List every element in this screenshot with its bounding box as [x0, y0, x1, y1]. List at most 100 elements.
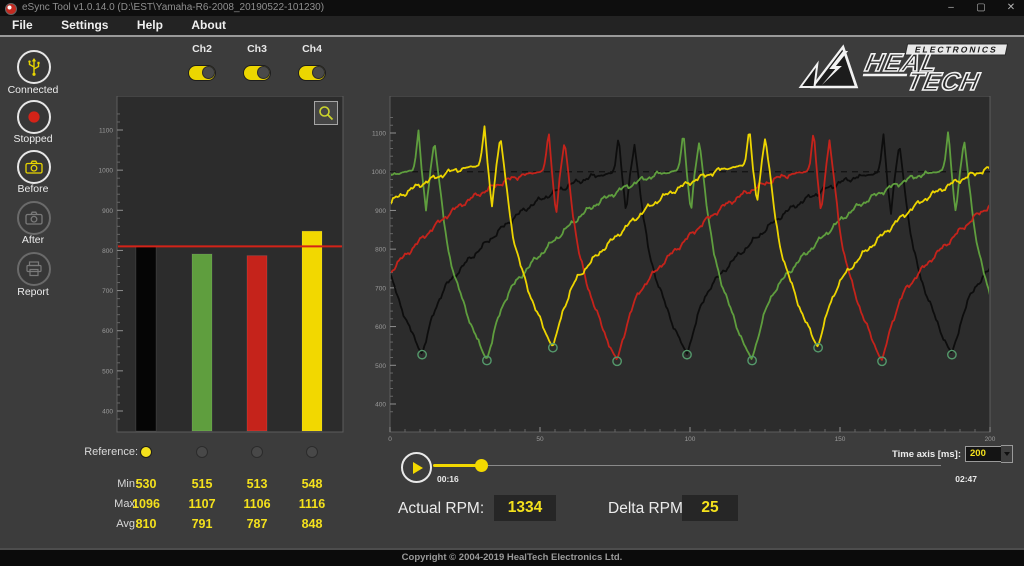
svg-text:1000: 1000: [99, 168, 114, 175]
avg-ch1: 810: [135, 517, 157, 531]
ch4-toggle[interactable]: [298, 65, 326, 81]
after-label: After: [21, 234, 45, 246]
elapsed-time: 00:16: [437, 474, 459, 484]
max-ch1: 1096: [132, 497, 160, 511]
slider-track-remaining[interactable]: [479, 465, 941, 466]
time-axis-label: Time axis [ms]:: [892, 449, 961, 460]
avg-ch4: 848: [301, 517, 323, 531]
min-ch2: 515: [191, 477, 213, 491]
waveform-chart: 400 500 600 700 800 900 1000 1100 0 50 100 150 200: [372, 96, 996, 443]
maximize-button[interactable]: ▢: [976, 2, 986, 13]
svg-text:1100: 1100: [372, 131, 386, 138]
ch2-label: Ch2: [192, 43, 212, 55]
stopped-label: Stopped: [13, 133, 53, 145]
menu-bar: File Settings Help About: [0, 16, 1024, 37]
slider-knob[interactable]: [475, 459, 488, 472]
slider-track-elapsed[interactable]: [433, 464, 479, 467]
title-bar: eSync Tool v1.0.14.0 (D:\EST\Yamaha-R6-2…: [0, 0, 1024, 16]
camera-icon: [25, 211, 43, 225]
magnifier-icon: [319, 106, 334, 121]
app-icon: [5, 3, 17, 15]
menu-file[interactable]: File: [12, 18, 33, 32]
avg-ch3: 787: [246, 517, 268, 531]
svg-text:50: 50: [536, 436, 544, 443]
chevron-down-icon: [1003, 452, 1010, 456]
time-axis-dropdown-button[interactable]: [1001, 445, 1013, 463]
svg-text:0: 0: [388, 436, 392, 443]
ch2-toggle[interactable]: [188, 65, 216, 81]
avg-row-label: Avg:: [116, 518, 138, 530]
ch3-label: Ch3: [247, 43, 267, 55]
svg-text:400: 400: [102, 409, 113, 416]
logo-heal: HEAL: [863, 49, 941, 77]
connected-label: Connected: [7, 84, 59, 96]
camera-icon: [25, 160, 43, 174]
avg-ch2: 791: [191, 517, 213, 531]
copyright-text: Copyright © 2004-2019 HealTech Electroni…: [401, 552, 623, 563]
printer-icon: [26, 261, 42, 277]
menu-settings[interactable]: Settings: [61, 18, 109, 32]
svg-text:600: 600: [102, 328, 113, 335]
svg-text:700: 700: [375, 285, 386, 292]
play-button[interactable]: [401, 452, 432, 483]
menu-help[interactable]: Help: [136, 18, 163, 32]
window-title: eSync Tool v1.0.14.0 (D:\EST\Yamaha-R6-2…: [22, 2, 325, 13]
svg-text:400: 400: [375, 402, 386, 409]
stopped-button[interactable]: [17, 100, 51, 134]
max-ch2: 1107: [188, 497, 216, 511]
svg-text:150: 150: [835, 436, 846, 443]
total-time: 02:47: [955, 474, 977, 484]
close-button[interactable]: ✕: [1006, 2, 1016, 13]
min-ch4: 548: [301, 477, 323, 491]
ch3-toggle[interactable]: [243, 65, 271, 81]
after-snapshot-button: [17, 201, 51, 235]
svg-text:500: 500: [102, 368, 113, 375]
record-icon: [28, 111, 40, 123]
reference-radio-ch3[interactable]: [251, 446, 263, 458]
min-ch3: 513: [246, 477, 268, 491]
svg-text:700: 700: [102, 288, 113, 295]
before-snapshot-button[interactable]: [17, 150, 51, 184]
svg-text:1100: 1100: [99, 128, 113, 135]
min-ch1: 530: [135, 477, 157, 491]
bar-chart: 400 500 600 700 800 900 1000 1100: [99, 96, 344, 433]
menu-about[interactable]: About: [191, 18, 227, 32]
logo-tagline: ELECTRONICS: [914, 45, 999, 55]
report-label: Report: [17, 286, 49, 298]
reference-radio-ch1[interactable]: [140, 446, 152, 458]
logo-tech: TECH: [905, 68, 983, 92]
ch4-label: Ch4: [302, 43, 322, 55]
usb-icon: [28, 58, 40, 76]
svg-text:500: 500: [375, 363, 386, 370]
reference-radio-ch4[interactable]: [306, 446, 318, 458]
connected-button[interactable]: [17, 50, 51, 84]
delta-rpm-value: 25: [682, 495, 738, 521]
reference-radio-ch2[interactable]: [196, 446, 208, 458]
toggle-knob: [202, 66, 215, 79]
svg-text:200: 200: [985, 436, 996, 443]
zoom-chart-button[interactable]: [314, 101, 338, 125]
svg-text:1000: 1000: [372, 169, 387, 176]
max-ch3: 1106: [243, 497, 271, 511]
minimize-button[interactable]: –: [948, 2, 954, 13]
play-icon: [413, 461, 423, 474]
svg-text:900: 900: [102, 208, 113, 215]
actual-rpm-value: 1334: [494, 495, 556, 521]
toggle-knob: [312, 66, 325, 79]
delta-rpm-label: Delta RPM:: [608, 500, 688, 517]
svg-text:800: 800: [375, 247, 386, 254]
svg-text:800: 800: [102, 248, 113, 255]
actual-rpm-label: Actual RPM:: [398, 500, 485, 517]
max-ch4: 1116: [298, 497, 326, 511]
toggle-knob: [257, 66, 270, 79]
min-row-label: Min:: [117, 478, 138, 490]
before-label: Before: [17, 183, 49, 195]
healtech-logo: ELECTRONICS HEAL TECH: [798, 43, 1009, 92]
svg-text:100: 100: [685, 436, 696, 443]
status-bar: Copyright © 2004-2019 HealTech Electroni…: [0, 550, 1024, 566]
reference-label: Reference:: [84, 446, 138, 458]
svg-text:900: 900: [375, 208, 386, 215]
report-button: [17, 252, 51, 286]
svg-text:600: 600: [375, 324, 386, 331]
